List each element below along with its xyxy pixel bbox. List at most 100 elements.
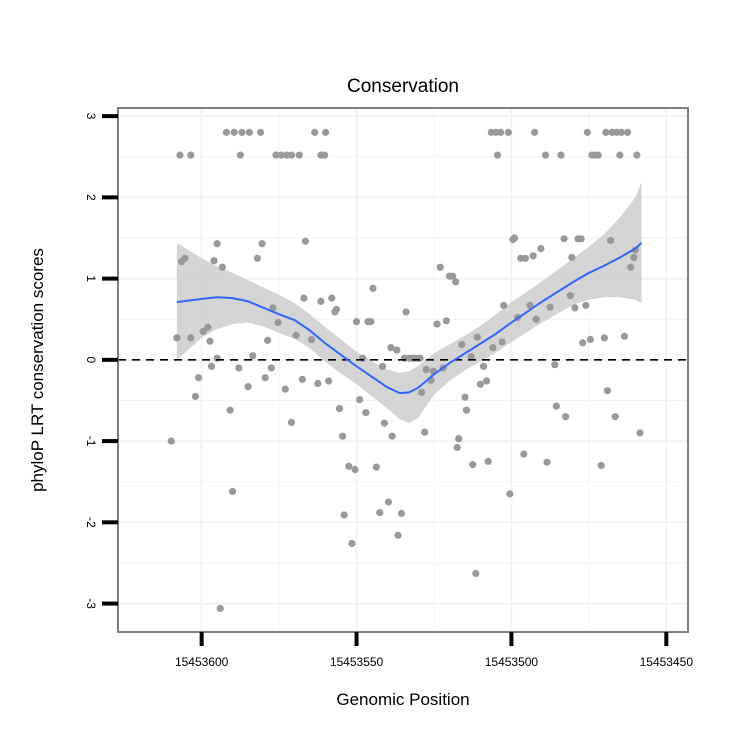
data-point [298,375,306,383]
y-tick-label: 0 [84,357,98,364]
data-point [602,128,610,136]
data-point [187,151,195,159]
data-point [367,318,375,326]
data-point [393,346,401,354]
data-point [552,402,560,410]
data-point [582,301,590,310]
y-tick-label: 1 [84,275,98,282]
data-point [207,362,216,370]
data-point [560,235,568,243]
data-point [261,374,269,382]
y-tick-label: -2 [84,517,98,528]
data-point [402,308,410,316]
data-point [504,128,512,136]
data-point [229,487,237,496]
data-point [314,379,322,388]
data-point [277,151,285,159]
data-point [603,387,612,395]
data-point [204,323,212,331]
data-point [606,236,615,245]
data-point [321,128,330,136]
data-point [472,569,480,578]
data-point [213,354,221,362]
data-point [531,128,539,136]
data-point [566,292,574,300]
data-point [484,457,492,465]
data-point [356,396,364,404]
data-point [345,462,353,470]
chart-title: Conservation [347,76,459,97]
data-point [493,151,502,159]
data-point [308,335,316,344]
data-point [210,257,218,265]
data-point [359,354,367,362]
x-axis: 15453600 15453550 15453500 15453450 [175,632,693,669]
data-point [394,531,402,539]
data-point [620,332,629,340]
confidence-band-layer [176,181,642,424]
data-point [351,465,359,474]
x-tick-label: 15453500 [485,655,539,669]
data-point [483,377,491,385]
data-point [230,128,238,136]
data-point [461,393,469,401]
data-point [452,278,460,286]
data-point [506,490,514,498]
data-point [218,263,226,271]
data-point [301,237,310,245]
data-point [384,498,393,506]
data-point [352,318,361,326]
data-point [199,327,207,336]
data-point [372,463,380,471]
data-point [267,364,275,372]
data-point [340,511,348,519]
data-point [287,418,296,426]
x-axis-title: Genomic Position [336,690,469,709]
data-point [422,365,430,374]
data-point [325,377,333,385]
data-point [489,344,497,352]
data-point [236,151,244,159]
data-point [213,240,221,248]
data-point [476,380,485,388]
data-point [249,352,257,360]
data-point [636,429,644,437]
confidence-band [176,181,642,424]
data-point [206,337,214,345]
data-point [167,437,175,445]
data-point [235,364,243,372]
data-point [543,458,551,466]
data-point [181,254,189,262]
y-tick-label: 2 [84,194,98,201]
data-point [187,334,195,342]
data-point [442,317,450,325]
data-point [520,450,528,458]
data-point [258,240,266,248]
data-point [623,128,632,136]
data-point [455,435,463,443]
data-point [526,301,534,310]
data-point [238,128,246,136]
x-tick-label: 15453600 [175,655,229,669]
y-tick-label: -1 [84,436,98,447]
trend-line-layer [176,242,643,395]
data-point [562,413,570,421]
data-point [496,128,505,136]
data-point [551,361,559,369]
data-point [388,432,396,440]
grid-lines [118,108,688,632]
data-point [272,151,280,159]
data-point [417,388,426,396]
data-point [378,362,387,370]
data-point [616,151,624,159]
data-point [226,406,234,414]
data-point [633,151,641,159]
data-point [335,404,344,413]
data-point [571,304,579,312]
data-point [300,294,308,302]
data-point [295,151,303,159]
data-point [557,151,565,159]
data-point [568,253,576,262]
data-point [397,509,406,517]
trend-line [176,242,643,395]
